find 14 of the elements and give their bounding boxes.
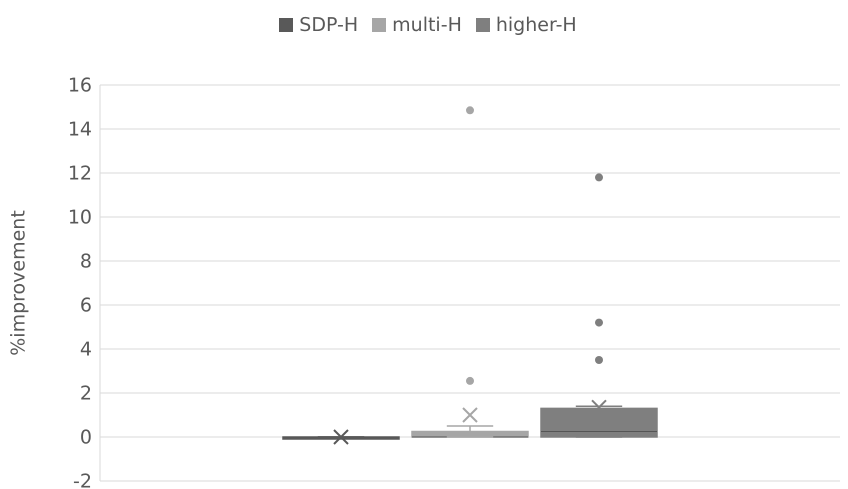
legend-label: higher-H bbox=[496, 14, 577, 36]
y-tick-label: 4 bbox=[80, 338, 92, 361]
legend-label: multi-H bbox=[392, 14, 462, 36]
legend-label: SDP-H bbox=[299, 14, 358, 36]
y-tick-label: 16 bbox=[68, 74, 92, 97]
y-axis-title: %improvement bbox=[8, 210, 30, 356]
y-tick-label: 0 bbox=[80, 426, 92, 449]
y-tick-label: -2 bbox=[73, 470, 92, 489]
y-tick-label: 2 bbox=[80, 382, 92, 405]
y-tick-label: 12 bbox=[68, 162, 92, 185]
y-tick-label: 6 bbox=[80, 294, 92, 317]
y-tick-label: 8 bbox=[80, 250, 92, 273]
y-tick-label: 14 bbox=[68, 118, 92, 141]
y-tick-label: 10 bbox=[68, 206, 92, 229]
